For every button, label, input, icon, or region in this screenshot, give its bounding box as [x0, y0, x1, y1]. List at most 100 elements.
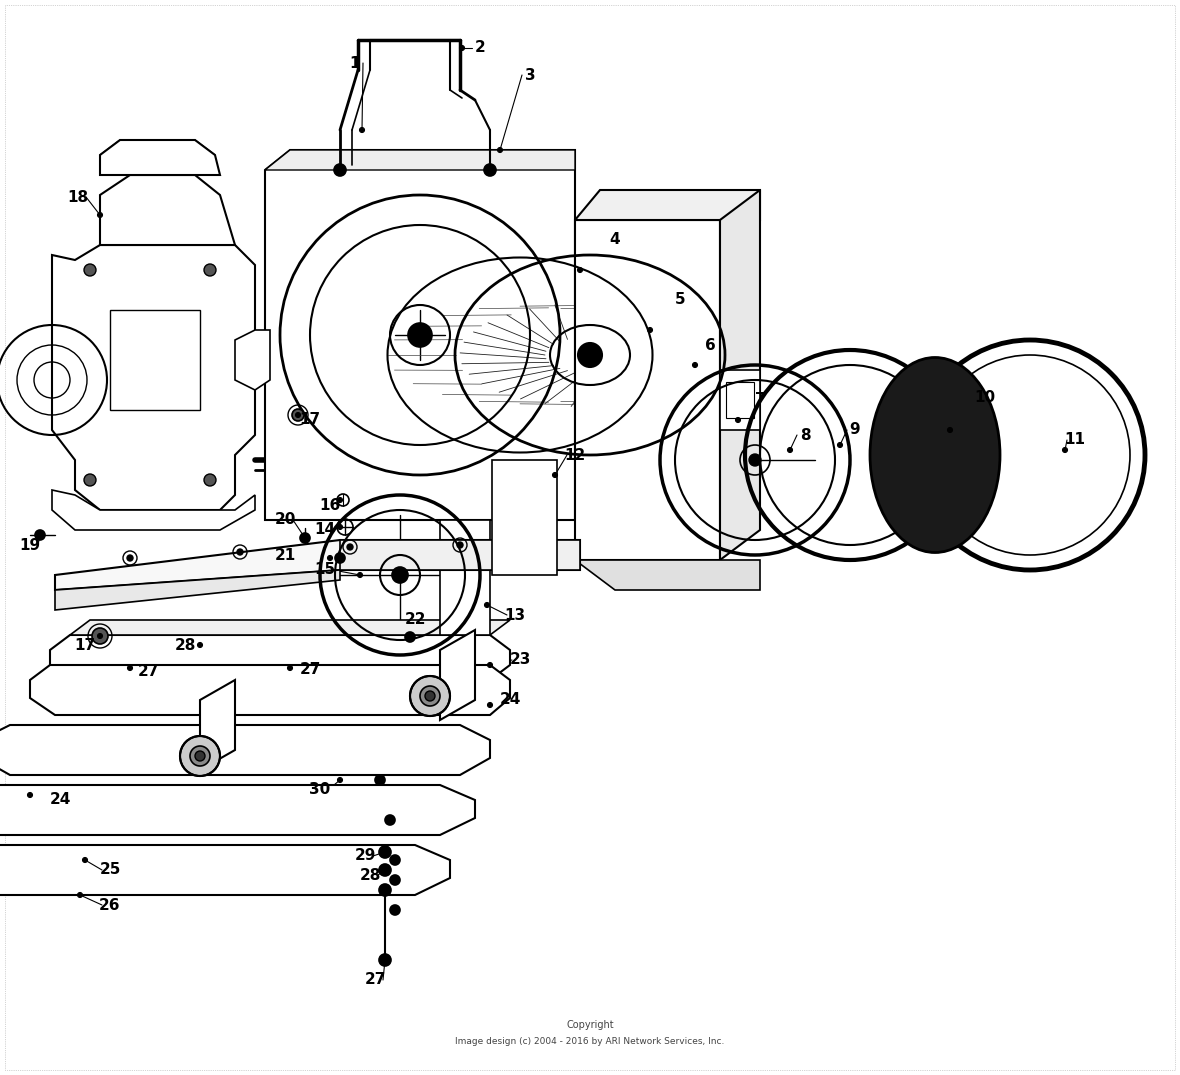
- Circle shape: [948, 428, 952, 432]
- Circle shape: [379, 954, 391, 966]
- Text: ARI PartStream™: ARI PartStream™: [446, 493, 734, 527]
- Circle shape: [838, 443, 843, 447]
- Text: 1: 1: [349, 56, 360, 71]
- Text: 24: 24: [50, 792, 71, 807]
- Circle shape: [375, 775, 385, 785]
- Circle shape: [83, 858, 87, 862]
- Circle shape: [127, 555, 133, 561]
- Polygon shape: [266, 151, 575, 520]
- Polygon shape: [100, 140, 215, 175]
- Text: 16: 16: [320, 498, 341, 513]
- Circle shape: [420, 686, 440, 706]
- Text: 3: 3: [525, 68, 536, 83]
- Text: Image design (c) 2004 - 2016 by ARI Network Services, Inc.: Image design (c) 2004 - 2016 by ARI Netw…: [455, 1037, 725, 1046]
- Text: 11: 11: [1064, 432, 1086, 447]
- Circle shape: [382, 958, 387, 962]
- Text: 10: 10: [975, 390, 996, 405]
- Polygon shape: [266, 151, 575, 170]
- Circle shape: [237, 549, 243, 555]
- Text: Copyright: Copyright: [566, 1020, 614, 1030]
- Text: 28: 28: [360, 868, 381, 883]
- Text: 21: 21: [275, 547, 296, 562]
- Text: 19: 19: [19, 538, 40, 553]
- Circle shape: [337, 498, 342, 502]
- Text: 12: 12: [564, 447, 585, 462]
- Circle shape: [98, 633, 103, 639]
- Circle shape: [195, 751, 205, 761]
- Circle shape: [295, 413, 301, 417]
- Circle shape: [335, 553, 345, 563]
- Circle shape: [38, 532, 42, 538]
- Polygon shape: [720, 190, 760, 560]
- Circle shape: [78, 892, 83, 898]
- Text: 14: 14: [314, 522, 335, 538]
- Polygon shape: [0, 785, 476, 835]
- Circle shape: [379, 884, 391, 895]
- Circle shape: [302, 535, 308, 541]
- Circle shape: [127, 665, 132, 671]
- Circle shape: [379, 864, 391, 876]
- Text: 27: 27: [365, 973, 386, 988]
- Polygon shape: [440, 520, 490, 635]
- Circle shape: [382, 849, 387, 855]
- Circle shape: [204, 474, 216, 486]
- Circle shape: [197, 643, 203, 647]
- Circle shape: [27, 792, 33, 798]
- Circle shape: [459, 45, 465, 51]
- Text: 5: 5: [675, 292, 686, 307]
- Circle shape: [552, 473, 557, 477]
- Text: 22: 22: [405, 613, 426, 628]
- Polygon shape: [55, 540, 581, 590]
- Circle shape: [84, 474, 96, 486]
- Polygon shape: [575, 190, 760, 220]
- Text: 7: 7: [755, 392, 766, 407]
- Polygon shape: [50, 635, 510, 680]
- Text: 18: 18: [67, 189, 88, 204]
- Circle shape: [735, 417, 741, 422]
- Circle shape: [92, 628, 109, 644]
- Text: 17: 17: [74, 637, 96, 653]
- Circle shape: [288, 665, 293, 671]
- Circle shape: [577, 268, 583, 272]
- Text: 30: 30: [309, 783, 330, 798]
- Circle shape: [391, 875, 400, 885]
- Bar: [720, 370, 760, 430]
- Circle shape: [391, 855, 400, 865]
- Circle shape: [181, 736, 219, 776]
- Circle shape: [291, 408, 304, 421]
- Text: 4: 4: [610, 232, 621, 247]
- Circle shape: [35, 530, 45, 540]
- Text: 9: 9: [850, 422, 860, 438]
- Circle shape: [693, 362, 697, 368]
- Polygon shape: [100, 175, 235, 245]
- Circle shape: [337, 525, 342, 530]
- Text: 8: 8: [800, 428, 811, 443]
- Polygon shape: [52, 490, 255, 530]
- Circle shape: [425, 691, 435, 701]
- Circle shape: [457, 542, 463, 548]
- Text: 28: 28: [175, 637, 196, 653]
- Polygon shape: [30, 665, 510, 715]
- Circle shape: [787, 447, 793, 453]
- Polygon shape: [575, 220, 720, 560]
- Polygon shape: [70, 620, 510, 635]
- Bar: [726, 382, 754, 418]
- Circle shape: [484, 164, 496, 176]
- Circle shape: [485, 602, 490, 607]
- Circle shape: [487, 662, 492, 668]
- Circle shape: [337, 777, 342, 783]
- Circle shape: [498, 147, 503, 153]
- Circle shape: [98, 213, 103, 217]
- Polygon shape: [55, 570, 340, 610]
- Text: 15: 15: [314, 562, 335, 577]
- Circle shape: [382, 868, 387, 873]
- Circle shape: [328, 556, 333, 560]
- Polygon shape: [575, 560, 760, 590]
- Polygon shape: [340, 540, 581, 570]
- Polygon shape: [52, 245, 255, 510]
- Circle shape: [334, 164, 346, 176]
- Text: 24: 24: [499, 692, 520, 707]
- Circle shape: [749, 454, 761, 465]
- Circle shape: [487, 702, 492, 707]
- Circle shape: [407, 634, 413, 640]
